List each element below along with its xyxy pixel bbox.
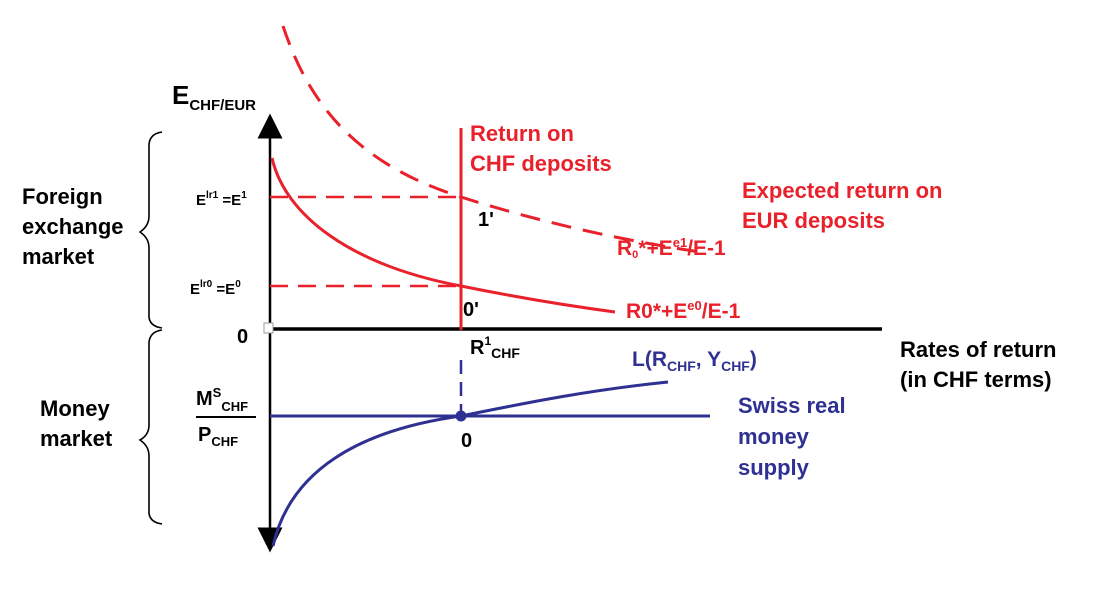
return-chf-label: Return on CHF deposits bbox=[470, 121, 612, 176]
e0-level-label: Elr0 =E0 bbox=[190, 279, 241, 298]
money-demand-label: L(RCHF, YCHF) bbox=[632, 348, 757, 374]
origin-marker bbox=[263, 322, 274, 334]
curve-e0-label: R0*+Ee0/E-1 bbox=[626, 298, 741, 323]
equilibrium-point bbox=[455, 410, 467, 422]
expected-return-curve-e0 bbox=[270, 157, 616, 314]
money-supply-numerator: MSCHF bbox=[196, 385, 248, 414]
fx-market-label: Foreign exchange market bbox=[22, 184, 130, 269]
money-market-brace bbox=[138, 329, 163, 525]
y-axis-label: ECHF/EUR bbox=[172, 80, 256, 114]
money-demand-curve bbox=[271, 380, 669, 547]
expected-eur-label: Expected return on EUR deposits bbox=[742, 178, 949, 233]
x-axis-label: Rates of return (in CHF terms) bbox=[900, 337, 1063, 392]
fx-market-brace bbox=[138, 131, 163, 329]
swiss-money-supply-label: Swiss real money supply bbox=[738, 393, 852, 480]
money-market-origin-label: 0 bbox=[461, 430, 472, 452]
origin-label: 0 bbox=[237, 326, 248, 348]
expected-return-curve-e1 bbox=[281, 25, 701, 254]
e1-level-label: Elr1 =E1 bbox=[196, 190, 247, 209]
money-market-label: Money market bbox=[40, 396, 116, 451]
point-0prime-label: 0' bbox=[463, 299, 479, 321]
r1-chf-label: R1CHF bbox=[470, 334, 520, 361]
point-1prime-label: 1' bbox=[478, 209, 494, 231]
curve-e1-label: R0*+Ee1/E-1 bbox=[617, 235, 726, 261]
money-supply-denominator: PCHF bbox=[198, 424, 238, 449]
